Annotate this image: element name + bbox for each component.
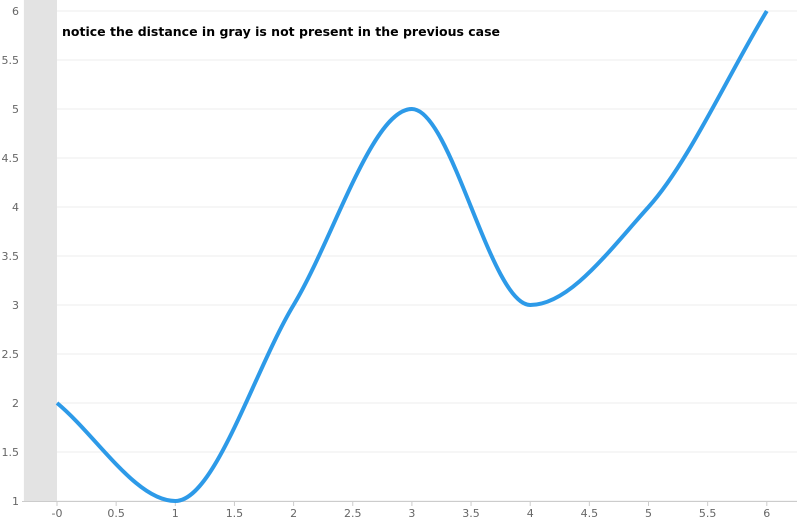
x-tick-label: 4.5 <box>581 507 599 520</box>
x-axis <box>22 501 797 506</box>
x-tick-label: -0 <box>52 507 63 520</box>
x-tick-label: 2.5 <box>344 507 362 520</box>
x-tick-label: 5 <box>645 507 652 520</box>
y-tick-label: 5 <box>12 103 19 116</box>
x-axis-tick-labels: -0 0.5 1 1.5 2 2.5 3 3.5 4 4.5 5 5.5 6 <box>52 507 771 520</box>
x-tick-label: 1.5 <box>226 507 244 520</box>
y-tick-label: 4 <box>12 201 19 214</box>
chart-annotation: notice the distance in gray is not prese… <box>62 24 500 39</box>
y-tick-label: 2 <box>12 397 19 410</box>
grid-lines <box>57 10 797 502</box>
gray-band <box>23 0 57 501</box>
series-layer <box>55 9 769 503</box>
y-tick-label: 5.5 <box>2 54 20 67</box>
y-tick-label: 4.5 <box>2 152 20 165</box>
x-tick-label: 0.5 <box>107 507 125 520</box>
x-tick-label: 3.5 <box>462 507 480 520</box>
y-tick-label: 1 <box>12 495 19 508</box>
x-tick-label: 3 <box>408 507 415 520</box>
x-tick-label: 1 <box>172 507 179 520</box>
y-axis-tick-labels: 1 1.5 2 2.5 3 3.5 4 4.5 5 5.5 6 <box>2 5 20 508</box>
x-tick-label: 6 <box>763 507 770 520</box>
x-tick-label: 5.5 <box>699 507 717 520</box>
y-tick-label: 3 <box>12 299 19 312</box>
y-tick-label: 6 <box>12 5 19 18</box>
y-tick-label: 2.5 <box>2 348 20 361</box>
gray-band-layer <box>23 0 57 501</box>
y-tick-label: 3.5 <box>2 250 20 263</box>
x-tick-label: 2 <box>290 507 297 520</box>
x-tick-label: 4 <box>527 507 534 520</box>
y-tick-label: 1.5 <box>2 446 20 459</box>
series-line-0 <box>55 9 769 503</box>
